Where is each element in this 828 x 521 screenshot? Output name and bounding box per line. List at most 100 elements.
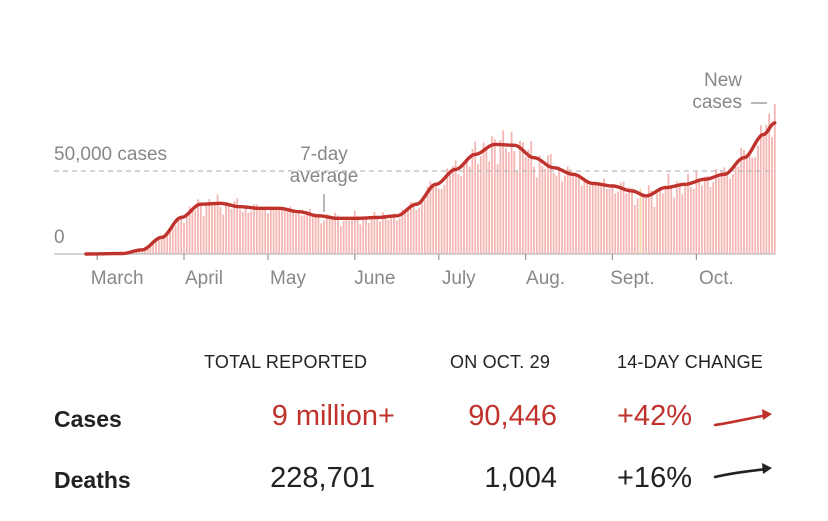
annotation-new-cases: New cases — [692, 70, 767, 113]
daily-case-bar — [521, 142, 524, 254]
daily-case-bar — [505, 148, 507, 254]
daily-case-bar — [583, 178, 586, 254]
daily-case-bar — [530, 140, 533, 254]
daily-case-bar — [213, 201, 216, 254]
daily-case-bar — [177, 216, 180, 254]
x-tick-label: April — [185, 268, 223, 289]
daily-case-bar — [591, 181, 594, 254]
daily-case-bar — [286, 210, 289, 254]
daily-case-bar — [359, 224, 362, 254]
daily-case-bar — [199, 205, 202, 254]
daily-case-bar — [771, 137, 773, 254]
daily-case-bar — [575, 174, 577, 254]
daily-case-bar — [390, 215, 393, 254]
daily-case-bar — [370, 218, 373, 254]
daily-case-bar — [561, 181, 563, 254]
daily-case-bar — [493, 139, 496, 254]
daily-case-bar — [356, 216, 359, 254]
daily-case-bar — [468, 166, 471, 254]
daily-case-bar — [233, 201, 236, 254]
annotation-new-cases-line1: New — [704, 70, 742, 91]
daily-case-bar — [465, 157, 468, 254]
daily-case-bar — [670, 184, 673, 254]
daily-case-bar — [617, 191, 619, 254]
daily-case-bar — [678, 185, 681, 254]
daily-case-bar — [765, 124, 768, 254]
daily-case-bar — [692, 188, 695, 254]
daily-case-bar — [457, 174, 460, 254]
daily-case-bar — [569, 169, 572, 254]
daily-case-bar — [435, 184, 437, 254]
daily-case-bar — [768, 113, 771, 254]
daily-case-bar — [415, 209, 418, 254]
daily-case-bar — [555, 175, 558, 254]
daily-case-bar — [625, 193, 628, 254]
daily-case-bar — [404, 212, 407, 254]
daily-case-bar — [443, 184, 446, 254]
daily-case-bar — [471, 149, 474, 254]
daily-case-bar — [289, 206, 292, 254]
daily-case-bar — [653, 206, 656, 254]
daily-case-bar — [580, 185, 583, 254]
daily-case-bar — [353, 211, 356, 254]
daily-case-bar — [594, 183, 597, 254]
x-tick-label: June — [354, 268, 395, 289]
daily-case-bar — [365, 217, 367, 254]
daily-case-bar — [603, 178, 605, 254]
daily-case-bar — [264, 206, 267, 254]
daily-case-bar — [633, 204, 636, 254]
daily-case-bar — [219, 207, 222, 254]
daily-case-bar — [261, 208, 264, 254]
daily-case-bar — [295, 213, 297, 254]
daily-case-bar — [729, 178, 731, 254]
daily-case-bar — [605, 189, 608, 254]
daily-case-bar — [278, 208, 281, 254]
daily-case-bar — [325, 214, 328, 254]
daily-case-bar — [608, 188, 611, 254]
deaths-trend-arrow-icon — [713, 463, 772, 479]
y-zero-label: 0 — [54, 227, 65, 248]
daily-case-bar — [303, 215, 306, 254]
daily-case-bar — [297, 211, 300, 254]
daily-case-bar — [675, 181, 678, 254]
daily-case-bar — [720, 171, 723, 254]
daily-case-bar — [180, 215, 183, 254]
daily-case-bar — [622, 181, 625, 254]
daily-case-bar — [437, 188, 440, 254]
daily-case-bar — [477, 164, 479, 254]
daily-case-bar — [488, 161, 491, 254]
annotation-avg-line2: average — [290, 166, 359, 187]
daily-case-bar — [171, 224, 174, 254]
daily-case-bar — [715, 169, 717, 254]
daily-case-bar — [267, 213, 269, 254]
daily-case-bar — [647, 185, 650, 254]
daily-case-bar — [572, 174, 575, 254]
daily-case-bar — [460, 176, 463, 254]
x-tick-label: Aug. — [526, 268, 565, 289]
daily-case-bar — [163, 237, 166, 254]
daily-case-bar — [712, 182, 715, 254]
cases-chart: 50,000 cases 0 March April May June July Aug.… — [54, 70, 777, 289]
deaths-total: 228,701 — [270, 462, 375, 494]
daily-case-bar — [703, 176, 706, 254]
daily-case-bar — [726, 174, 729, 254]
daily-case-bar — [283, 208, 286, 254]
daily-case-bar — [157, 237, 160, 254]
row-label-deaths: Deaths — [54, 467, 131, 493]
daily-case-bar — [589, 185, 591, 254]
header-total-reported: TOTAL REPORTED — [204, 352, 368, 372]
daily-case-bar — [255, 204, 258, 254]
daily-case-bar — [667, 173, 670, 254]
daily-case-bar — [227, 205, 230, 254]
daily-case-bar — [188, 206, 191, 254]
daily-case-bar — [659, 186, 661, 254]
daily-case-bar — [323, 220, 325, 254]
daily-case-bar — [440, 189, 443, 254]
cases-on-day: 90,446 — [468, 400, 557, 432]
daily-case-bar — [253, 204, 255, 254]
daily-case-bar — [169, 227, 171, 254]
daily-case-bar — [384, 216, 387, 254]
daily-case-bar — [451, 166, 454, 254]
daily-case-bar — [535, 177, 538, 254]
